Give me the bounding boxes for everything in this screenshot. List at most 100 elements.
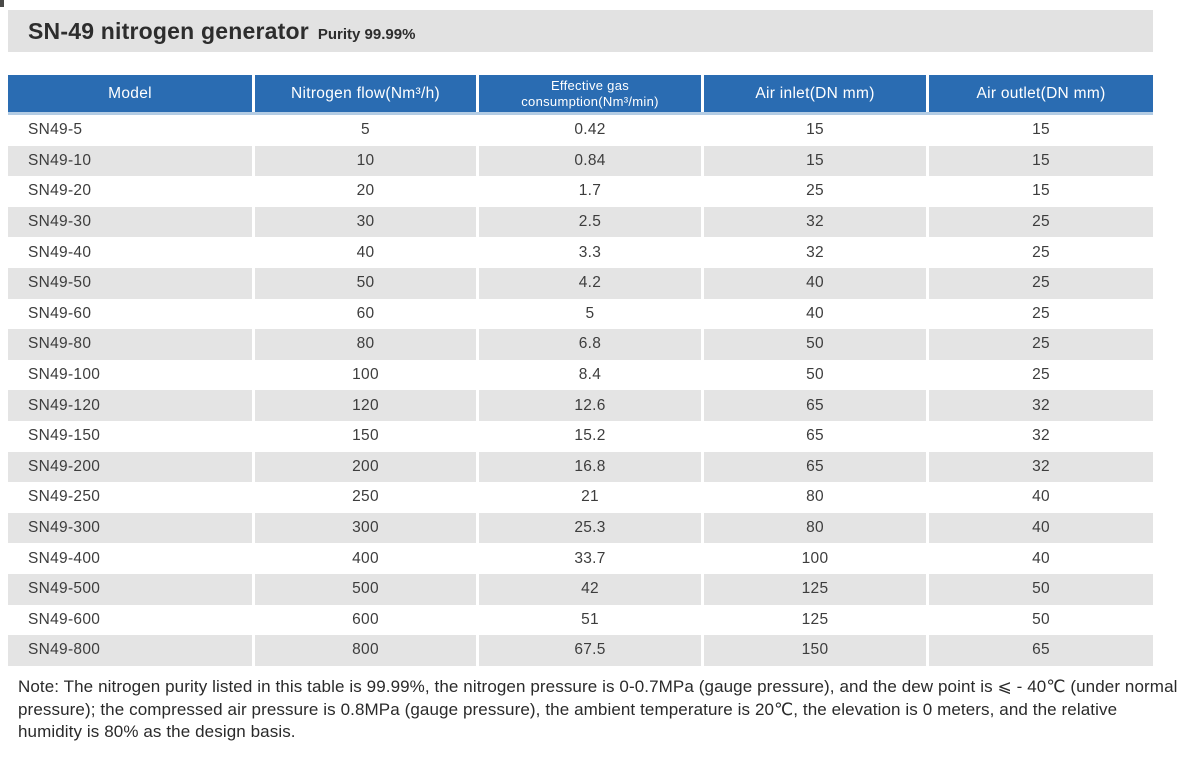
table-row: SN49-800 800 67.5 150 65 bbox=[8, 635, 1153, 666]
table-row: SN49-50 50 4.2 40 25 bbox=[8, 267, 1153, 299]
value-cell: 60 bbox=[356, 304, 375, 322]
model-cell: SN49-250 bbox=[28, 488, 101, 506]
table-row: SN49-400 400 33.7 100 40 bbox=[8, 543, 1153, 574]
model-cell: SN49-400 bbox=[28, 549, 101, 567]
table-row: SN49-80 80 6.8 50 25 bbox=[8, 329, 1153, 360]
value-cell: 125 bbox=[704, 573, 926, 605]
note-text: Note: The nitrogen purity listed in this… bbox=[18, 677, 1178, 742]
table-body: SN49-5 5 0.42 15 15 SN49-10 10 0.84 15 15 SN49-20 2… bbox=[8, 115, 1153, 666]
value-cell: 40 bbox=[704, 267, 926, 299]
value-cell: 32 bbox=[929, 390, 1153, 421]
value-cell: 2.5 bbox=[479, 206, 701, 238]
column-header: Model bbox=[8, 75, 252, 112]
value-cell: 80 bbox=[255, 329, 476, 360]
value-cell: 150 bbox=[352, 427, 379, 445]
value-cell: 67.5 bbox=[479, 635, 701, 666]
purity-subtitle: Purity 99.99% bbox=[317, 26, 416, 43]
value-cell: 30 bbox=[255, 206, 476, 238]
value-cell: 6.8 bbox=[479, 329, 701, 360]
value-cell: 125 bbox=[801, 610, 829, 628]
value-cell: 25 bbox=[1032, 304, 1050, 322]
value-cell: 15 bbox=[704, 145, 926, 177]
value-cell: 42 bbox=[479, 573, 701, 605]
value-cell: 25 bbox=[1032, 243, 1050, 261]
value-cell: 32 bbox=[806, 243, 824, 261]
value-cell: 40 bbox=[1032, 549, 1050, 567]
value-cell: 4.2 bbox=[479, 267, 701, 299]
table-row: SN49-100 100 8.4 50 25 bbox=[8, 360, 1153, 391]
model-cell: SN49-5 bbox=[28, 121, 83, 139]
value-cell: 8.4 bbox=[578, 366, 602, 384]
title-bar: SN-49 nitrogen generator Purity 99.99% bbox=[8, 10, 1153, 52]
title-group: SN-49 nitrogen generator Purity 99.99% bbox=[28, 18, 415, 45]
value-cell: 1.7 bbox=[578, 182, 602, 200]
column-header: Nitrogen flow(Nm³/h) bbox=[255, 75, 476, 112]
value-cell: 800 bbox=[255, 635, 476, 666]
table-row: SN49-120 120 12.6 65 32 bbox=[8, 390, 1153, 421]
value-cell: 65 bbox=[929, 635, 1153, 666]
value-cell: 25 bbox=[1032, 366, 1050, 384]
model-cell: SN49-600 bbox=[28, 610, 101, 628]
model-cell: SN49-300 bbox=[8, 512, 252, 544]
column-header: Effective gas consumption(Nm³/min) bbox=[479, 75, 701, 112]
value-cell: 25.3 bbox=[479, 512, 701, 544]
value-cell: 5 bbox=[585, 304, 595, 322]
model-cell: SN49-200 bbox=[8, 451, 252, 483]
table-row: SN49-5 5 0.42 15 15 bbox=[8, 115, 1153, 146]
value-cell: 32 bbox=[929, 451, 1153, 483]
table-row: SN49-60 60 5 40 25 bbox=[8, 299, 1153, 330]
model-cell: SN49-30 bbox=[8, 206, 252, 238]
value-cell: 400 bbox=[352, 549, 379, 567]
value-cell: 32 bbox=[1032, 427, 1050, 445]
spec-table: Model Nitrogen flow(Nm³/h) Effective gas c… bbox=[8, 75, 1153, 666]
value-cell: 500 bbox=[255, 573, 476, 605]
value-cell: 32 bbox=[704, 206, 926, 238]
value-cell: 21 bbox=[581, 488, 599, 506]
model-cell: SN49-50 bbox=[8, 267, 252, 299]
value-cell: 40 bbox=[806, 304, 824, 322]
model-cell: SN49-60 bbox=[28, 304, 92, 322]
header-underline bbox=[8, 112, 1153, 115]
value-cell: 80 bbox=[806, 488, 824, 506]
value-cell: 15.2 bbox=[574, 427, 606, 445]
table-row: SN49-150 150 15.2 65 32 bbox=[8, 421, 1153, 452]
scan-artifact bbox=[0, 0, 4, 7]
value-cell: 40 bbox=[1032, 488, 1050, 506]
value-cell: 120 bbox=[255, 390, 476, 421]
table-row: SN49-200 200 16.8 65 32 bbox=[8, 451, 1153, 483]
value-cell: 50 bbox=[806, 366, 824, 384]
value-cell: 50 bbox=[704, 329, 926, 360]
table-row: SN49-300 300 25.3 80 40 bbox=[8, 512, 1153, 544]
page-title: SN-49 nitrogen generator bbox=[28, 18, 309, 44]
table-row: SN49-40 40 3.3 32 25 bbox=[8, 237, 1153, 268]
value-cell: 33.7 bbox=[574, 549, 606, 567]
value-cell: 15 bbox=[806, 121, 824, 139]
value-cell: 300 bbox=[255, 512, 476, 544]
value-cell: 25 bbox=[806, 182, 824, 200]
model-cell: SN49-800 bbox=[8, 635, 252, 666]
value-cell: 15 bbox=[1032, 182, 1050, 200]
value-cell: 150 bbox=[704, 635, 926, 666]
model-cell: SN49-120 bbox=[8, 390, 252, 421]
model-cell: SN49-80 bbox=[8, 329, 252, 360]
value-cell: 65 bbox=[806, 427, 824, 445]
value-cell: 25 bbox=[929, 329, 1153, 360]
model-cell: SN49-500 bbox=[8, 573, 252, 605]
table-row: SN49-10 10 0.84 15 15 bbox=[8, 145, 1153, 177]
table-header-row: Model Nitrogen flow(Nm³/h) Effective gas c… bbox=[8, 75, 1153, 112]
model-cell: SN49-10 bbox=[8, 145, 252, 177]
table-row: SN49-20 20 1.7 25 15 bbox=[8, 176, 1153, 207]
value-cell: 25 bbox=[929, 206, 1153, 238]
model-cell: SN49-100 bbox=[28, 366, 101, 384]
table-row: SN49-600 600 51 125 50 bbox=[8, 605, 1153, 636]
value-cell: 15 bbox=[1032, 121, 1050, 139]
value-cell: 0.84 bbox=[479, 145, 701, 177]
value-cell: 0.42 bbox=[574, 121, 606, 139]
model-cell: SN49-40 bbox=[28, 243, 92, 261]
value-cell: 600 bbox=[352, 610, 379, 628]
model-cell: SN49-150 bbox=[28, 427, 101, 445]
column-header: Air outlet(DN mm) bbox=[929, 75, 1153, 112]
value-cell: 3.3 bbox=[578, 243, 602, 261]
value-cell: 50 bbox=[1032, 610, 1050, 628]
table-row: SN49-500 500 42 125 50 bbox=[8, 573, 1153, 605]
